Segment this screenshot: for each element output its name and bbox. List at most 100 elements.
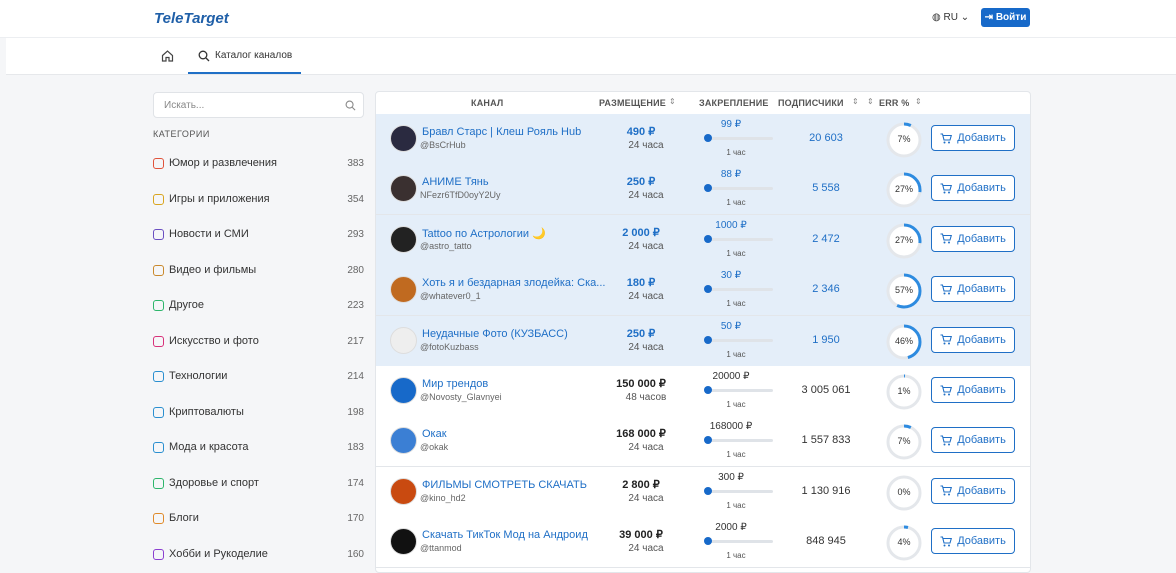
channel-avatar[interactable] — [390, 326, 417, 354]
pin-slider[interactable] — [706, 137, 773, 140]
pin-slider[interactable] — [706, 288, 773, 292]
channel-avatar[interactable] — [390, 427, 417, 455]
channel-name[interactable]: ФИЛЬМЫ СМОТРЕТЬ СКАЧАТЬ — [422, 478, 587, 491]
slider-handle[interactable] — [704, 436, 712, 445]
category-item[interactable]: Технологии 214 — [153, 370, 364, 384]
category-icon — [153, 158, 164, 169]
category-count: 223 — [347, 300, 364, 311]
sort-icon[interactable]: ⇕ — [915, 97, 922, 106]
category-item[interactable]: Видео и фильмы 280 — [153, 264, 364, 278]
add-button[interactable]: Добавить — [931, 528, 1015, 555]
placement-price: 250 ₽ — [626, 327, 656, 340]
pin-slider[interactable] — [706, 540, 773, 544]
pin-slider[interactable] — [706, 489, 773, 493]
pin-slider[interactable] — [706, 187, 773, 191]
sort-icon[interactable]: ⇕ — [867, 97, 874, 106]
placement-duration: 24 часа — [628, 240, 664, 252]
add-button[interactable]: Добавить — [931, 125, 1015, 151]
category-item[interactable]: Искусство и фото 217 — [153, 335, 364, 349]
channel-name[interactable]: Мир трендов — [422, 378, 489, 390]
category-item[interactable]: Юмор и развлечения 383 — [153, 157, 364, 171]
add-button[interactable]: Добавить — [931, 326, 1015, 353]
login-button[interactable]: ⇥ Войти — [981, 8, 1030, 27]
placement-duration: 48 часов — [625, 392, 667, 403]
channel-handle: @Novosty_Glavnyei — [420, 392, 502, 402]
err-label: 27% — [894, 184, 913, 195]
channel-name[interactable]: Tattoo по Астрологии 🌙 — [422, 227, 546, 240]
language-select[interactable]: ◍ RU ⌄ — [932, 12, 970, 23]
channel-handle: @kino_hd2 — [420, 492, 466, 503]
category-count: 198 — [347, 406, 364, 418]
channel-avatar[interactable] — [390, 225, 417, 253]
channel-avatar[interactable] — [390, 276, 417, 304]
category-item[interactable]: Игры и приложения 354 — [153, 193, 364, 207]
add-button[interactable]: Добавить — [931, 225, 1015, 252]
channel-handle: NFezr6TfD0oyY2Uy — [420, 190, 501, 201]
category-name: Блоги — [169, 512, 199, 524]
placement-price: 2 800 ₽ — [622, 478, 660, 491]
add-button[interactable]: Добавить — [931, 427, 1015, 454]
pin-price: 300 ₽ — [718, 471, 744, 483]
pin-slider[interactable] — [706, 237, 773, 241]
channel-avatar[interactable] — [390, 477, 417, 505]
channel-name[interactable]: Неудачные Фото (КУЗБАСС) — [422, 327, 568, 340]
channel-avatar[interactable] — [390, 175, 417, 203]
category-item[interactable]: Криптовалюты 198 — [153, 406, 364, 420]
err-arc — [886, 223, 922, 259]
column-header[interactable]: РАЗМЕЩЕНИЕ — [599, 98, 666, 108]
category-item[interactable]: Здоровье и спорт 174 — [153, 477, 364, 491]
slider-handle[interactable] — [704, 537, 712, 546]
category-icon — [153, 477, 164, 489]
column-header[interactable]: ERR % — [879, 98, 910, 108]
channel-name[interactable]: Бравл Старс | Клеш Рояль Hub — [422, 126, 582, 138]
slider-handle[interactable] — [704, 285, 712, 294]
column-header[interactable]: ЗАКРЕПЛЕНИЕ — [699, 98, 769, 108]
slider-handle[interactable] — [704, 184, 712, 193]
channel-name[interactable]: Хоть я и бездарная злодейка: Ска... — [422, 277, 606, 290]
add-label: Добавить — [957, 384, 1006, 396]
channel-name[interactable]: АНИМЕ Тянь — [422, 176, 489, 189]
home-icon[interactable] — [161, 49, 174, 62]
slider-handle[interactable] — [704, 134, 712, 142]
sort-icon[interactable]: ⇕ — [669, 97, 676, 106]
category-name: Мода и красота — [169, 441, 249, 453]
slider-handle[interactable] — [704, 386, 712, 394]
err-label: 46% — [894, 335, 913, 346]
category-item[interactable]: Новости и СМИ 293 — [153, 228, 364, 242]
sort-icon[interactable]: ⇕ — [852, 97, 859, 106]
category-item[interactable]: Хобби и Рукоделие 160 — [153, 548, 364, 562]
err-arc — [886, 273, 922, 309]
add-button[interactable]: Добавить — [931, 276, 1015, 303]
category-item[interactable]: Другое 223 — [153, 299, 364, 313]
column-header[interactable]: ПОДПИСЧИКИ — [778, 98, 844, 108]
pin-slider[interactable] — [706, 389, 773, 392]
channel-name[interactable]: Окак — [422, 428, 447, 441]
category-item[interactable]: Мода и красота 183 — [153, 441, 364, 455]
pin-price: 1000 ₽ — [715, 219, 747, 231]
table-row: Бравл Старс | Клеш Рояль Hub @BsCrHub 490 … — [376, 114, 1030, 165]
channel-name[interactable]: Скачать ТикТок Мод на Андроид — [422, 529, 588, 542]
add-button[interactable]: Добавить — [931, 377, 1015, 403]
err-label: 27% — [894, 234, 913, 245]
search-box[interactable]: Искать... — [153, 92, 364, 118]
table-row: Tattoo по Астрологии 🌙 @astro_tatto 2 000 … — [376, 214, 1030, 266]
pin-slider[interactable] — [706, 439, 773, 443]
channel-avatar[interactable] — [390, 528, 417, 556]
pin-slider[interactable] — [706, 338, 773, 342]
category-name: Игры и приложения — [169, 192, 270, 205]
placement-price: 150 000 ₽ — [616, 378, 666, 390]
slider-handle[interactable] — [704, 234, 712, 243]
channel-avatar[interactable] — [390, 377, 417, 404]
add-button[interactable]: Добавить — [931, 175, 1015, 202]
channel-avatar[interactable] — [390, 125, 417, 152]
add-button[interactable]: Добавить — [931, 477, 1015, 504]
table-header: КАНАЛ РАЗМЕЩЕНИЕ ЗАКРЕПЛЕНИЕ ПОДПИСЧИКИ ERR … — [376, 92, 1030, 115]
slider-handle[interactable] — [704, 486, 712, 495]
catalog-tab[interactable]: Каталог каналов — [188, 38, 301, 74]
logo[interactable]: TeleTarget — [154, 10, 229, 27]
add-label: Добавить — [957, 182, 1006, 195]
slider-handle[interactable] — [704, 335, 712, 344]
category-icon — [153, 264, 164, 276]
category-item[interactable]: Блоги 170 — [153, 512, 364, 526]
channel-handle: @fotoKuzbass — [420, 341, 479, 352]
